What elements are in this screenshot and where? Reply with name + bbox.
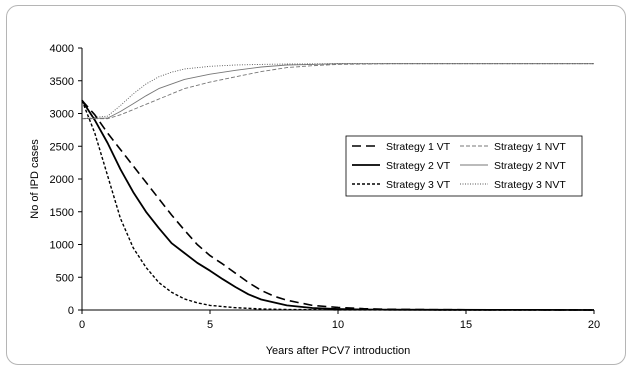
- x-tick-label: 5: [207, 319, 213, 331]
- chart-axes: 0 500 1000 1500 2000 2500 3000 3500 4000 0 5 10 15 20: [50, 43, 601, 331]
- y-tick-label: 1500: [50, 207, 74, 219]
- y-tick-label: 4000: [50, 43, 74, 55]
- chart-legend: Strategy 1 VT Strategy 1 NVT Strategy 2 VT…: [345, 135, 583, 197]
- legend-label-6: Strategy 3 NVT: [494, 179, 566, 191]
- series-line-1: [81, 99, 595, 311]
- legend-label-3: Strategy 2 VT: [386, 160, 451, 172]
- x-axis-title: Years after PCV7 introduction: [266, 345, 411, 357]
- y-axis-title: No of IPD cases: [29, 139, 41, 219]
- series-line-4: [81, 63, 594, 120]
- series-line-2: [82, 63, 594, 120]
- series-line-6: [81, 63, 594, 120]
- chart-figure: 0 500 1000 1500 2000 2500 3000 3500 4000 0 5 10 15 20…: [6, 5, 626, 365]
- x-tick-label: 10: [332, 319, 344, 331]
- legend-label-5: Strategy 3 VT: [386, 179, 451, 191]
- legend-label-2: Strategy 1 NVT: [494, 141, 566, 153]
- y-tick-label: 500: [56, 272, 74, 284]
- y-tick-label: 3500: [50, 76, 74, 88]
- legend-label-4: Strategy 2 NVT: [494, 160, 566, 172]
- series-line-3: [81, 99, 595, 311]
- x-tick-label: 0: [79, 319, 85, 331]
- y-tick-label: 2000: [50, 174, 74, 186]
- y-tick-label: 0: [68, 305, 74, 317]
- series-line-5: [81, 100, 594, 311]
- y-tick-label: 3000: [50, 109, 74, 121]
- line-chart: 0 500 1000 1500 2000 2500 3000 3500 4000 0 5 10 15 20…: [29, 43, 601, 357]
- legend-label-1: Strategy 1 VT: [386, 141, 451, 153]
- chart-series: [81, 63, 595, 311]
- x-tick-label: 15: [460, 319, 472, 331]
- x-tick-label: 20: [588, 319, 600, 331]
- y-tick-label: 1000: [50, 240, 74, 252]
- y-tick-label: 2500: [50, 141, 74, 153]
